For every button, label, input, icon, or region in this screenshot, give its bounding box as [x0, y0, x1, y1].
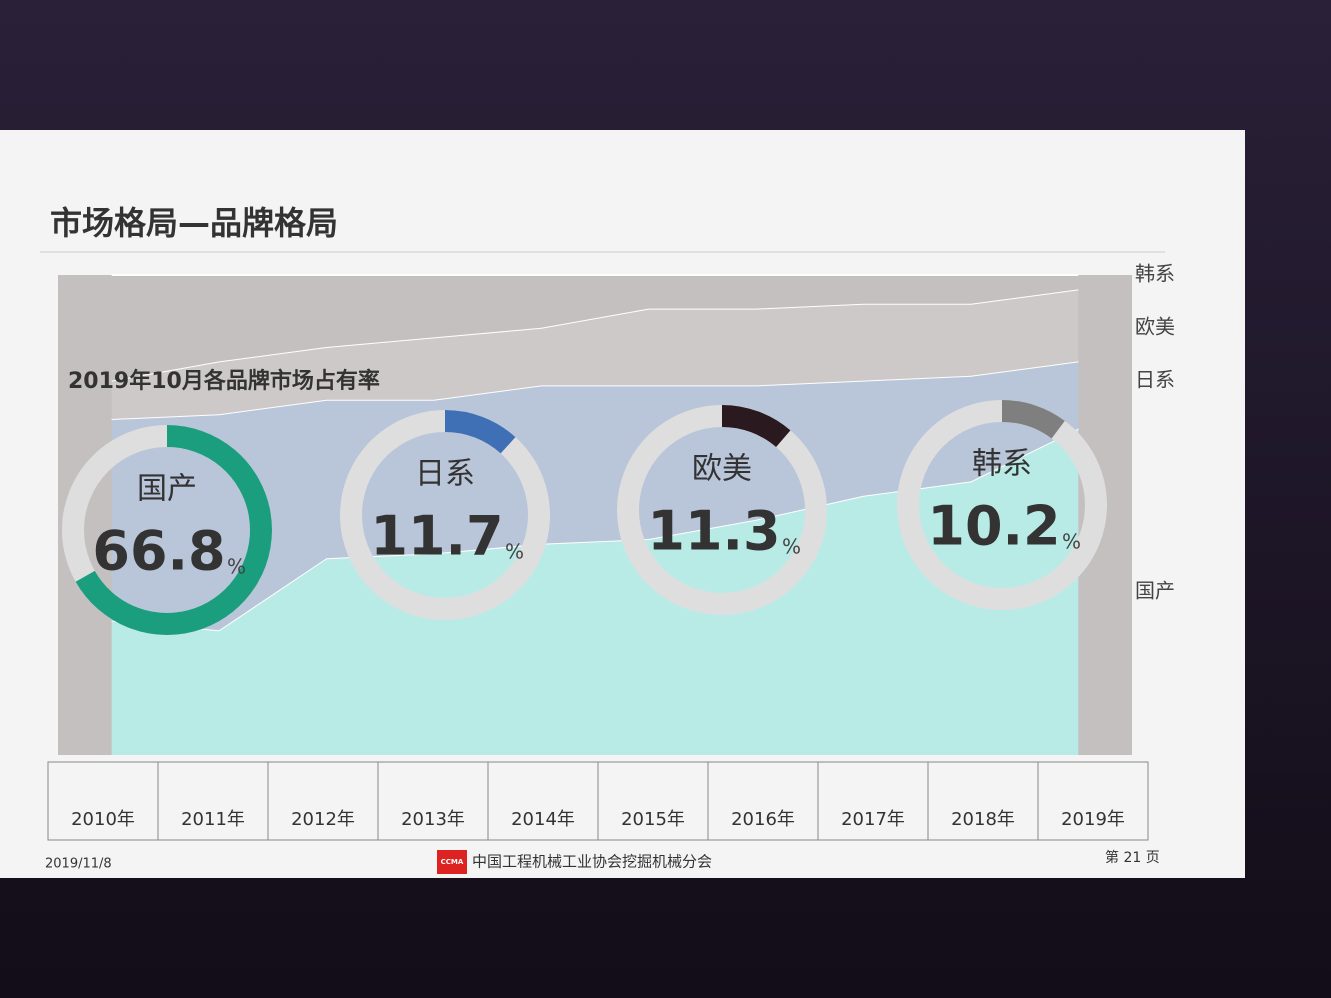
x-tick-label: 2019年 — [1061, 809, 1125, 830]
logo — [437, 850, 467, 874]
slide-title: 市场格局—品牌格局 — [50, 204, 338, 242]
x-tick-label: 2011年 — [181, 809, 245, 830]
x-tick-label: 2015年 — [621, 809, 685, 830]
legend-label: 日系 — [1135, 368, 1175, 392]
legend-label: 韩系 — [1135, 262, 1175, 286]
donut-value: 11.7 — [370, 505, 503, 568]
x-tick-label: 2012年 — [291, 809, 355, 830]
x-tick-label: 2013年 — [401, 809, 465, 830]
x-tick-label: 2010年 — [71, 809, 135, 830]
footer-page: 第 21 页 — [1105, 849, 1160, 866]
logo-text: CCMA — [441, 858, 464, 866]
donut-arc — [1001, 400, 1065, 439]
donut-value: 66.8 — [92, 520, 225, 583]
donut-value: 10.2 — [927, 495, 1060, 558]
legend-label: 国产 — [1135, 579, 1175, 603]
donut-unit: % — [505, 540, 524, 564]
legend-label: 欧美 — [1135, 315, 1175, 339]
donut-arc — [721, 405, 791, 448]
donut-arc — [75, 425, 272, 635]
x-tick-label: 2018年 — [951, 809, 1015, 830]
x-tick-label: 2016年 — [731, 809, 795, 830]
donut-value: 11.3 — [647, 500, 780, 563]
area-band — [111, 289, 1079, 419]
donut-category: 韩系 — [972, 447, 1032, 482]
footer-organization: 中国工程机械工业协会挖掘机械分会 — [472, 853, 712, 871]
donut-unit: % — [227, 555, 246, 579]
area-band — [111, 275, 1079, 381]
donut-category: 欧美 — [692, 452, 752, 487]
area-band — [111, 428, 1079, 755]
donut-category: 国产 — [137, 472, 197, 507]
donut-unit: % — [782, 535, 801, 559]
x-tick-label: 2014年 — [511, 809, 575, 830]
donut-category: 日系 — [415, 457, 475, 492]
x-tick-label: 2017年 — [841, 809, 905, 830]
footer-date: 2019/11/8 — [45, 857, 112, 872]
area-band — [111, 361, 1079, 631]
donut-title: 2019年10月各品牌市场占有率 — [68, 368, 380, 394]
donut-unit: % — [1062, 530, 1081, 554]
donut-arc — [444, 410, 516, 454]
